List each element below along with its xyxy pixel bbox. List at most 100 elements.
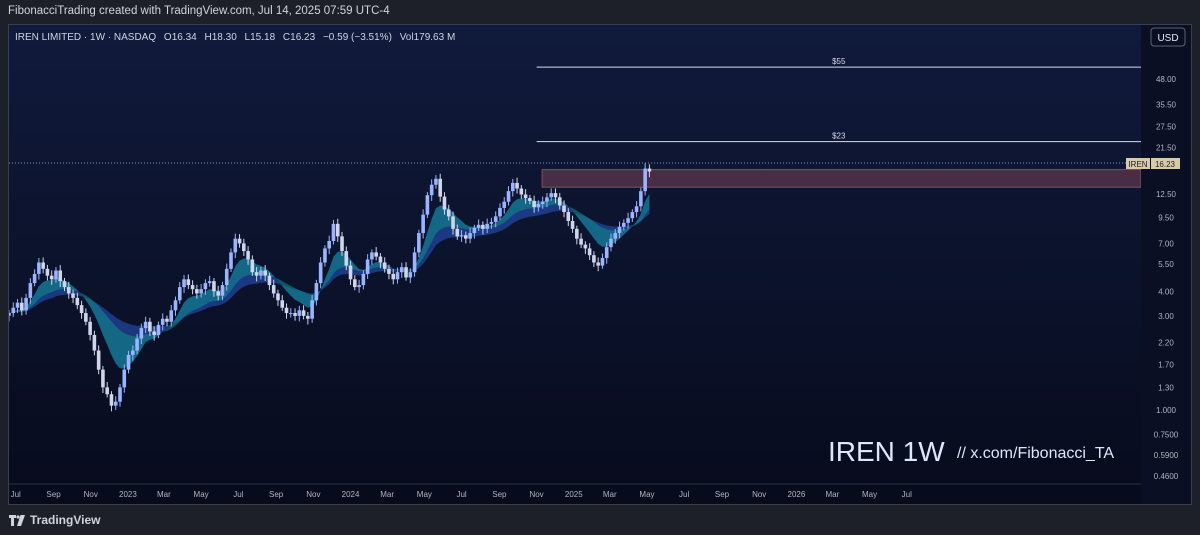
price-tag-value: 16.23	[1155, 160, 1176, 169]
time-tick-label: Mar	[603, 490, 617, 499]
tradingview-brand[interactable]: TradingView	[30, 513, 101, 527]
candle-body	[173, 300, 178, 311]
candle-body	[434, 178, 438, 185]
candlestick-chart[interactable]: $55 $23 48.00 35.50 27.50 21.50 12.50 9.50 7.00…	[9, 25, 1191, 504]
footer	[0, 506, 1200, 535]
legend-high-label: H	[205, 32, 212, 43]
tradingview-logo-icon[interactable]	[9, 515, 25, 526]
time-tick-label: 2025	[565, 490, 583, 499]
candle-body	[532, 200, 536, 208]
legend-volume: 179.63 M	[414, 32, 456, 43]
legend-close: 16.23	[290, 32, 315, 43]
price-tick-label: 27.50	[1156, 122, 1177, 131]
candle-body	[20, 302, 24, 311]
price-tag-value-bg	[1151, 158, 1180, 169]
candle-body	[237, 238, 242, 244]
chart-area[interactable]: $55 $23 48.00 35.50 27.50 21.50 12.50 9.50 7.00…	[8, 24, 1192, 505]
candle-body	[630, 212, 635, 219]
price-tick-label: 0.7500	[1154, 430, 1179, 439]
candle-body	[643, 168, 647, 192]
candle-body	[340, 236, 344, 252]
candle-body	[280, 300, 285, 308]
candle-body	[374, 252, 378, 257]
candle-body	[399, 267, 404, 273]
candle-body	[370, 252, 374, 260]
header-bar: FibonacciTrading created with TradingVie…	[0, 0, 1200, 24]
candle-body	[639, 191, 643, 207]
time-tick-label: Jul	[11, 490, 21, 499]
time-tick-label: Sep	[269, 490, 284, 499]
candle-body	[224, 268, 229, 286]
candle-body	[9, 313, 11, 316]
price-axis[interactable]	[1141, 25, 1191, 504]
candle-body	[212, 281, 216, 292]
candle-body	[58, 270, 63, 282]
price-tag-symbol-bg	[1126, 158, 1150, 169]
time-tick-label: Mar	[380, 490, 394, 499]
candle-body	[297, 310, 302, 316]
candle-body	[254, 272, 259, 276]
candle-body	[545, 197, 549, 202]
legend-close-label: C	[283, 32, 290, 43]
candle-body	[54, 270, 58, 280]
candle-body	[310, 300, 314, 319]
candle-body	[203, 283, 208, 290]
candle-body	[455, 228, 460, 237]
time-tick-label: Mar	[157, 490, 171, 499]
price-tick-label: 2.20	[1158, 338, 1174, 347]
candle-body	[429, 184, 434, 196]
candle-body	[250, 259, 255, 273]
candle-body	[596, 262, 600, 266]
time-tick-label: Mar	[825, 490, 839, 499]
candle-body	[528, 198, 532, 201]
candle-body	[118, 387, 122, 402]
candle-body	[566, 212, 571, 221]
candle-body	[387, 268, 391, 274]
candle-body	[284, 307, 289, 314]
price-tick-label: 1.000	[1156, 406, 1177, 415]
time-tick-label: 2026	[788, 490, 806, 499]
candle-body	[327, 240, 332, 249]
candle-body	[92, 334, 97, 351]
currency-label[interactable]: USD	[1157, 33, 1178, 44]
candle-body	[122, 369, 127, 388]
currency-button[interactable]: USD	[1150, 27, 1186, 47]
candle-body	[101, 369, 105, 388]
legend-volume-label: Vol	[400, 32, 414, 43]
price-tick-label: 1.30	[1158, 383, 1174, 392]
candle-body	[152, 331, 156, 335]
candle-body	[587, 248, 592, 256]
legend-low-label: L	[245, 32, 251, 43]
candle-body	[165, 318, 169, 322]
price-tick-label: 0.4600	[1154, 472, 1179, 481]
candle-body	[391, 273, 396, 280]
candle-body	[549, 193, 554, 198]
candle-body	[301, 310, 306, 316]
candle-body	[489, 221, 494, 224]
legend-change: −0.59 (−3.51%)	[323, 32, 392, 43]
candle-body	[88, 321, 92, 335]
time-tick-label: May	[417, 490, 432, 499]
candle-body	[592, 255, 596, 263]
price-tick-label: 48.00	[1156, 75, 1177, 84]
time-tick-label: 2024	[342, 490, 360, 499]
time-tick-label: Jul	[679, 490, 689, 499]
candle-body	[79, 305, 84, 314]
candle-body	[634, 206, 639, 213]
candle-body	[143, 321, 148, 329]
time-tick-label: Sep	[46, 490, 61, 499]
time-tick-label: May	[862, 490, 877, 499]
time-tick-label: Nov	[529, 490, 543, 499]
candle-body	[451, 216, 455, 229]
candle-body	[579, 238, 583, 245]
candle-body	[557, 197, 562, 206]
candle-body	[276, 293, 280, 301]
candle-body	[626, 218, 630, 223]
candle-body	[348, 265, 353, 280]
price-tick-label: 7.00	[1158, 239, 1174, 248]
candle-body	[417, 233, 421, 253]
candle-body	[41, 262, 45, 269]
candle-body	[11, 307, 16, 314]
candle-body	[604, 247, 609, 259]
candle-body	[404, 267, 408, 278]
